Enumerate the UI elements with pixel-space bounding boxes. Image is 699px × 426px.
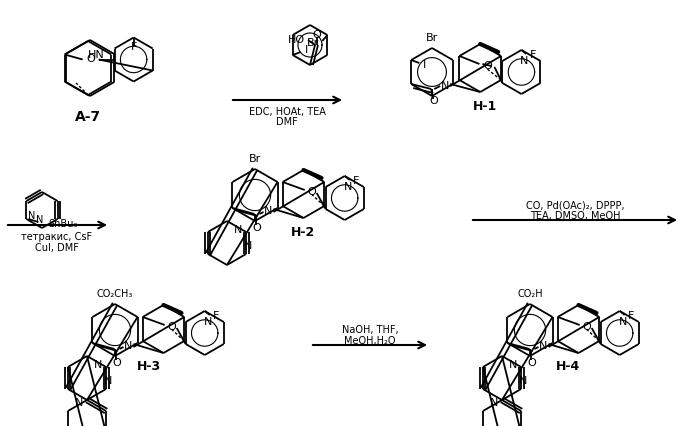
Text: тетракис, CsF: тетракис, CsF xyxy=(22,232,92,242)
Text: N: N xyxy=(441,81,449,91)
Text: TEA, DMSO, MeOH: TEA, DMSO, MeOH xyxy=(530,211,620,221)
Text: MeOH,H₂O: MeOH,H₂O xyxy=(344,336,396,346)
Text: N: N xyxy=(28,211,35,221)
Text: N: N xyxy=(234,225,243,235)
Text: H-2: H-2 xyxy=(291,225,316,239)
Text: N: N xyxy=(36,215,43,225)
Text: HN: HN xyxy=(87,49,104,60)
Text: O: O xyxy=(112,358,121,368)
Text: F: F xyxy=(628,311,634,321)
Text: CO, Pd(OAc)₂, DPPP,: CO, Pd(OAc)₂, DPPP, xyxy=(526,200,624,210)
Text: O: O xyxy=(86,55,95,64)
Text: F: F xyxy=(353,176,359,186)
Text: N: N xyxy=(509,360,517,370)
Text: N: N xyxy=(343,182,352,192)
Text: O: O xyxy=(430,96,438,106)
Text: H-1: H-1 xyxy=(473,101,498,113)
Text: N: N xyxy=(104,376,113,386)
Text: N: N xyxy=(94,360,102,370)
Text: F: F xyxy=(212,311,219,321)
Text: EDC, HOAt, TEA: EDC, HOAt, TEA xyxy=(249,107,326,117)
Text: SnBu₃: SnBu₃ xyxy=(48,219,78,229)
Text: O: O xyxy=(308,187,316,197)
Text: DMF: DMF xyxy=(276,117,298,127)
Text: N: N xyxy=(519,376,527,386)
Text: Br: Br xyxy=(307,38,319,48)
Text: N: N xyxy=(203,317,212,327)
Text: N: N xyxy=(619,317,627,327)
Text: A-7: A-7 xyxy=(75,110,101,124)
Text: O: O xyxy=(312,30,322,40)
Text: HO: HO xyxy=(288,35,305,45)
Text: CO₂H: CO₂H xyxy=(517,289,543,299)
Text: Br: Br xyxy=(426,33,438,43)
Text: CuI, DMF: CuI, DMF xyxy=(35,243,79,253)
Text: N: N xyxy=(124,341,133,351)
Text: O: O xyxy=(582,322,591,332)
Text: H-3: H-3 xyxy=(136,360,161,374)
Text: N: N xyxy=(490,398,498,408)
Text: O: O xyxy=(527,358,536,368)
Text: O: O xyxy=(483,61,492,71)
Text: N: N xyxy=(520,56,528,66)
Text: N: N xyxy=(264,206,273,216)
Text: F: F xyxy=(529,50,536,60)
Text: N: N xyxy=(540,341,548,351)
Text: H-4: H-4 xyxy=(556,360,581,374)
Text: N: N xyxy=(75,398,83,408)
Text: O: O xyxy=(167,322,176,332)
Text: I: I xyxy=(423,60,426,70)
Text: Br: Br xyxy=(249,154,261,164)
Text: CO₂CH₃: CO₂CH₃ xyxy=(97,289,134,299)
Text: N: N xyxy=(244,241,252,251)
Text: O: O xyxy=(252,223,261,233)
Text: F: F xyxy=(131,43,137,52)
Text: NaOH, THF,: NaOH, THF, xyxy=(342,325,398,335)
Text: I: I xyxy=(305,45,308,55)
